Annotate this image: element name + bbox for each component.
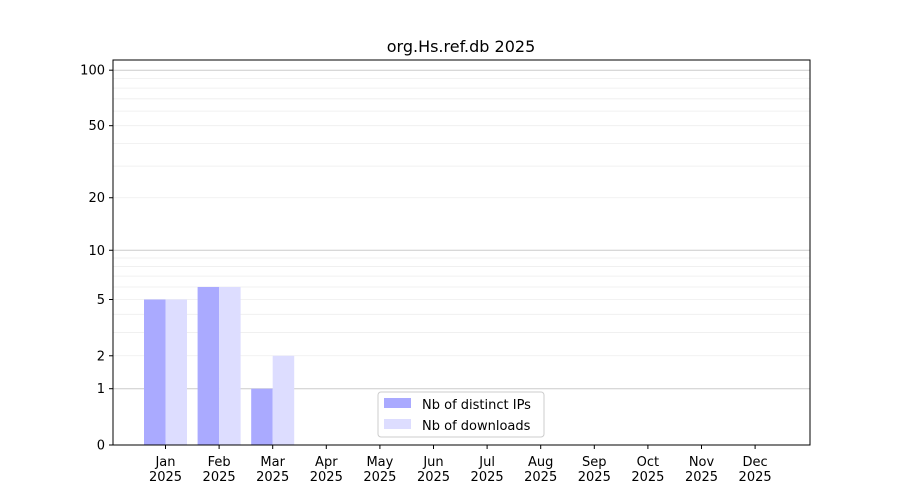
x-tick-label: Oct 2025	[631, 455, 664, 485]
x-tick-label: Sep 2025	[578, 455, 611, 485]
x-tick-label: May 2025	[363, 455, 396, 485]
y-tick-label: 0	[97, 439, 105, 454]
legend-swatch-downloads	[384, 419, 411, 429]
plot-frame	[112, 59, 811, 446]
x-tick-label: Feb 2025	[203, 455, 236, 485]
legend-swatch-ips	[384, 398, 411, 408]
legend: Nb of distinct IPs Nb of downloads	[377, 391, 545, 438]
legend-label-downloads: Nb of downloads	[422, 419, 531, 434]
legend-label-ips: Nb of distinct IPs	[422, 398, 531, 413]
bar-ips	[197, 286, 220, 445]
bar-downloads	[165, 299, 187, 445]
x-tick-label: Jul 2025	[471, 455, 504, 485]
x-tick-label: Jun 2025	[417, 455, 450, 485]
bar-downloads	[219, 286, 241, 445]
x-tick-label: Apr 2025	[310, 455, 343, 485]
x-tick-label: Jan 2025	[149, 455, 182, 485]
x-tick-label: Dec 2025	[739, 455, 772, 485]
bar-ips	[251, 388, 273, 445]
y-tick-label: 5	[97, 293, 105, 308]
y-tick-label: 50	[88, 119, 105, 134]
bar-downloads	[272, 355, 295, 445]
y-tick-label: 20	[88, 191, 105, 206]
y-tick-label: 1	[97, 382, 105, 397]
x-tick-label: Nov 2025	[685, 455, 718, 485]
y-tick-label: 10	[88, 244, 105, 259]
y-tick-label: 2	[97, 349, 105, 364]
bar-ips	[144, 299, 166, 445]
chart-title: org.Hs.ref.db 2025	[387, 37, 536, 56]
y-tick-label: 100	[80, 64, 105, 79]
x-tick-label: Aug 2025	[524, 455, 557, 485]
x-tick-label: Mar 2025	[256, 455, 289, 485]
